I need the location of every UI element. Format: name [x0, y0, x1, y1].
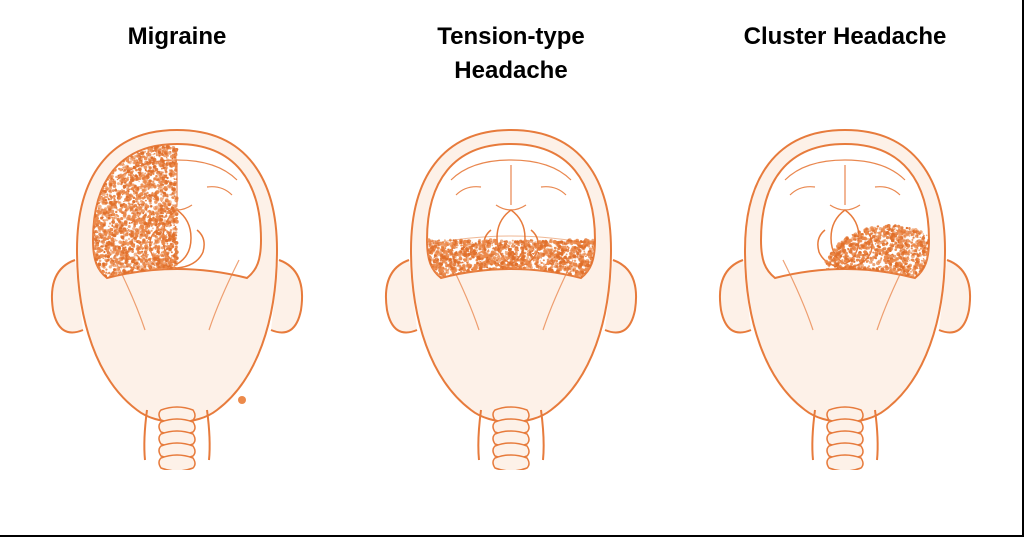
- panel-migraine: Migraine: [17, 20, 337, 525]
- panel-cluster: Cluster Headache: [685, 20, 1005, 525]
- head-migraine: [27, 100, 327, 480]
- title-migraine: Migraine: [128, 20, 227, 100]
- head-diagram-tension: [371, 110, 651, 470]
- head-diagram-cluster: [705, 110, 985, 470]
- infographic-frame: Migraine Tension-type Headache Cluster H…: [0, 0, 1024, 537]
- panel-tension: Tension-type Headache: [351, 20, 671, 525]
- head-diagram-migraine: [37, 110, 317, 470]
- title-cluster: Cluster Headache: [744, 20, 947, 100]
- title-tension: Tension-type Headache: [437, 20, 585, 100]
- head-tension: [361, 100, 661, 480]
- head-cluster: [695, 100, 995, 480]
